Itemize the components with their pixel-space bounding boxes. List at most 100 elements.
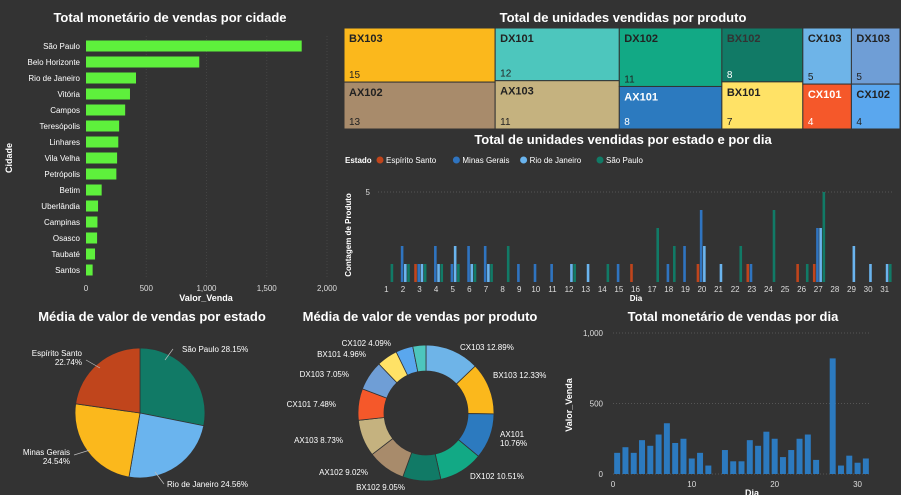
state-day-bar xyxy=(483,246,487,282)
day-total-bar xyxy=(788,450,795,474)
city-tick-label: Betim xyxy=(60,186,81,195)
city-tick-label: Santos xyxy=(55,266,80,275)
day-total-bar xyxy=(672,442,679,474)
day-total-y-tick: 500 xyxy=(590,400,604,409)
treemap-cell-name: DX102 xyxy=(624,33,658,45)
state-day-bar xyxy=(517,264,520,282)
state-day-bar xyxy=(404,264,407,282)
state-day-x-tick: 24 xyxy=(764,285,773,294)
state-day-bar xyxy=(550,264,553,282)
day-total-bar xyxy=(639,440,646,474)
day-total-x-tick: 10 xyxy=(687,480,696,489)
treemap-cell-value: 11 xyxy=(500,117,511,128)
day-total-bar xyxy=(779,457,786,474)
state-day-bar xyxy=(606,264,610,282)
state-pie-label-name: Espírito Santo xyxy=(32,349,83,358)
state-day-chart: Total de unidades vendidas por estado e … xyxy=(344,132,893,303)
city-bar xyxy=(86,216,98,228)
state-day-x-tick: 18 xyxy=(664,285,673,294)
city-chart-title: Total monetário de vendas por cidade xyxy=(53,10,286,25)
treemap-cell-name: CX102 xyxy=(856,89,890,101)
state-day-x-tick: 9 xyxy=(517,285,522,294)
product-donut-label: CX102 4.09% xyxy=(342,339,391,348)
city-bar xyxy=(86,120,120,132)
state-day-bar xyxy=(616,264,620,282)
city-bar xyxy=(86,232,98,244)
state-day-bar xyxy=(586,264,590,282)
state-day-bar xyxy=(683,246,686,282)
treemap-cell-name: DX101 xyxy=(500,33,534,45)
day-total-chart: Total monetário de vendas por dia 0 500 1,0… xyxy=(564,309,870,495)
state-day-bar xyxy=(470,264,474,282)
city-bar xyxy=(86,104,126,116)
product-donut-label: CX103 12.89% xyxy=(460,343,514,352)
treemap-cell-name: CX101 xyxy=(808,89,842,101)
state-day-x-tick: 27 xyxy=(814,285,823,294)
city-x-axis-title: Valor_Venda xyxy=(179,293,234,303)
product-donut-label: BX101 4.96% xyxy=(317,350,366,359)
state-day-bar xyxy=(467,246,470,282)
state-day-x-tick: 23 xyxy=(747,285,756,294)
city-bar xyxy=(86,264,93,276)
state-day-bar xyxy=(822,192,826,282)
treemap-cell xyxy=(850,83,901,130)
day-total-y-tick: 0 xyxy=(599,470,604,479)
treemap-cell xyxy=(721,81,804,130)
city-bar xyxy=(86,248,96,260)
state-day-bar xyxy=(420,264,424,282)
treemap-cell-value: 8 xyxy=(624,117,630,128)
city-tick-label: Vitória xyxy=(57,90,80,99)
state-day-bar xyxy=(888,264,892,282)
treemap-cell xyxy=(802,83,852,130)
state-day-bar xyxy=(885,264,889,282)
day-total-y-axis-title: Valor_Venda xyxy=(564,377,574,432)
city-bar xyxy=(86,168,117,180)
state-pie-title: Média de valor de vendas por estado xyxy=(38,309,266,324)
product-donut-title: Média de valor de vendas por produto xyxy=(303,309,538,324)
city-bar xyxy=(86,88,130,100)
day-total-bar xyxy=(771,438,778,474)
state-day-x-tick: 30 xyxy=(864,285,873,294)
legend-marker xyxy=(596,156,604,164)
state-day-x-tick: 3 xyxy=(417,285,422,294)
state-day-x-tick: 22 xyxy=(731,285,740,294)
treemap-cell xyxy=(494,80,620,130)
city-tick-label: Taubaté xyxy=(52,250,81,259)
state-day-bar xyxy=(533,264,537,282)
state-pie-slice xyxy=(75,347,141,414)
treemap-cell-name: BX103 xyxy=(349,33,383,45)
state-day-x-tick: 10 xyxy=(531,285,540,294)
city-bar xyxy=(86,56,200,68)
city-chart: Total monetário de vendas por cidade São … xyxy=(4,10,338,303)
day-total-bar xyxy=(829,358,836,474)
state-day-x-tick: 31 xyxy=(880,285,889,294)
state-day-bar xyxy=(400,246,404,282)
legend-marker xyxy=(520,156,528,164)
legend-title: Estado xyxy=(345,156,372,165)
day-total-x-axis-title: Dia xyxy=(745,488,760,495)
state-pie-label: Rio de Janeiro 24.56% xyxy=(167,480,248,489)
day-total-bar xyxy=(697,452,704,474)
day-total-bar xyxy=(813,459,820,474)
city-tick-label: Linhares xyxy=(49,138,80,147)
city-tick-label: Campinas xyxy=(44,218,80,227)
state-day-bar xyxy=(673,246,676,282)
legend-marker xyxy=(376,156,384,164)
city-tick-label: Belo Horizonte xyxy=(28,58,81,67)
product-donut-chart: Média de valor de vendas por produto CX10… xyxy=(287,309,547,492)
state-day-bar xyxy=(453,246,457,282)
state-day-bar xyxy=(407,264,410,282)
treemap-cell-value: 12 xyxy=(500,69,512,80)
state-day-x-axis-title: Dia xyxy=(630,294,643,303)
legend-label: Espírito Santo xyxy=(386,156,437,165)
state-pie-leader xyxy=(85,359,101,369)
state-pie-label-name: Minas Gerais xyxy=(23,448,70,457)
treemap-cell-value: 15 xyxy=(349,70,361,81)
treemap-cell-name: DX103 xyxy=(856,33,890,45)
city-x-tick: 500 xyxy=(140,284,154,293)
state-day-bar xyxy=(457,264,460,282)
state-day-title: Total de unidades vendidas por estado e … xyxy=(474,132,772,147)
day-total-bar xyxy=(763,431,770,474)
state-day-bar xyxy=(703,246,706,282)
day-total-x-tick: 0 xyxy=(611,480,616,489)
